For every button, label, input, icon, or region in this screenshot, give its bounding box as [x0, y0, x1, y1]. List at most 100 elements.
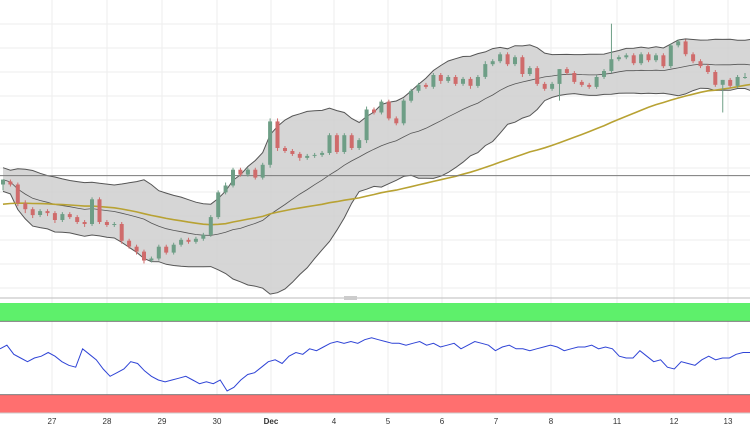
candle-body — [535, 68, 540, 84]
sma-line — [2, 83, 750, 226]
candle-body — [743, 77, 747, 78]
candle-body — [505, 54, 510, 65]
candle-body — [594, 77, 599, 87]
candle-body — [357, 140, 362, 148]
candle-body — [327, 135, 332, 153]
candle-body — [171, 244, 176, 253]
candle-body — [379, 101, 384, 113]
candle-body — [349, 135, 354, 148]
candle-body — [60, 214, 65, 220]
x-tick-label: 5 — [386, 417, 391, 426]
candle-body — [587, 84, 592, 87]
rsi-line — [0, 337, 750, 392]
candle-body — [186, 239, 191, 242]
candle-body — [646, 54, 651, 61]
candle-body — [75, 217, 80, 222]
candle-body — [475, 77, 480, 86]
candle-body — [104, 222, 109, 225]
candle-body — [453, 77, 458, 84]
candle-body — [342, 135, 347, 152]
candle-body — [468, 78, 473, 86]
candle-body — [579, 81, 584, 85]
band-upper-line — [2, 38, 750, 205]
x-tick-label: 6 — [440, 417, 445, 426]
candle-body — [564, 69, 569, 73]
band-lower-line — [2, 87, 750, 295]
candle-body — [305, 155, 310, 158]
candle-body — [654, 55, 658, 61]
candle-body — [275, 121, 280, 148]
candle-body — [728, 79, 733, 86]
candle-body — [446, 77, 451, 81]
candle-body — [386, 101, 391, 119]
rsi-pane — [0, 303, 750, 413]
candle-body — [179, 239, 184, 245]
x-tick-label: 27 — [48, 417, 57, 426]
candle-body — [334, 135, 339, 152]
candle-body — [82, 222, 87, 224]
candle-body — [238, 169, 243, 175]
candle-body — [8, 181, 13, 185]
candle-body — [720, 79, 725, 85]
bollinger-band — [2, 38, 750, 295]
candle-body — [119, 224, 124, 241]
x-tick-label: 4 — [332, 417, 337, 426]
candle-body — [320, 152, 325, 155]
candle-body — [513, 57, 517, 65]
candle-body — [542, 83, 547, 89]
pane-divider[interactable] — [0, 296, 750, 300]
candle-body — [231, 169, 235, 186]
candle-body — [1, 179, 5, 185]
candle-body — [208, 217, 213, 235]
candle-body — [550, 83, 555, 89]
candle-body — [216, 192, 221, 218]
candle-body — [38, 211, 43, 215]
x-tick-label: 13 — [724, 417, 733, 426]
candle-body — [268, 121, 273, 165]
candle-body — [461, 78, 465, 84]
divider-handle — [344, 296, 357, 300]
overbought-zone — [0, 303, 750, 322]
candle-body — [676, 41, 681, 46]
candlestick-series — [1, 23, 747, 264]
candle-body — [423, 84, 428, 87]
x-tick-label: 7 — [494, 417, 499, 426]
candle-body — [416, 84, 421, 91]
candle-body — [661, 55, 666, 67]
x-tick-label: Dec — [264, 417, 279, 426]
x-tick-label: 29 — [158, 417, 167, 426]
candle-body — [602, 71, 606, 77]
band-middle-line — [2, 63, 750, 236]
candle-body — [97, 199, 102, 222]
candle-body — [372, 109, 376, 113]
x-tick-label: 30 — [213, 417, 222, 426]
candle-body — [364, 109, 369, 141]
candle-body — [112, 224, 117, 225]
candle-body — [691, 54, 696, 62]
candle-body — [90, 199, 94, 224]
band-area — [3, 38, 750, 295]
candle-body — [156, 246, 161, 259]
candle-body — [290, 151, 295, 154]
candle-body — [201, 234, 206, 239]
candle-body — [572, 73, 577, 82]
candle-body — [409, 90, 414, 101]
candle-body — [127, 240, 132, 247]
candle-body — [193, 238, 198, 242]
candle-body — [223, 185, 228, 193]
candle-body — [520, 57, 525, 74]
candle-body — [245, 169, 250, 175]
candle-body — [134, 246, 139, 252]
candle-body — [142, 251, 146, 261]
candle-body — [164, 246, 169, 253]
candle-body — [15, 184, 20, 204]
candle-body — [52, 213, 57, 220]
candle-body — [312, 154, 317, 156]
candle-body — [67, 214, 72, 218]
candle-body — [490, 61, 495, 65]
candle-body — [639, 54, 644, 64]
candle-body — [735, 77, 740, 86]
candle-body — [30, 209, 35, 216]
oversold-zone — [0, 394, 750, 413]
candle-body — [253, 169, 258, 178]
